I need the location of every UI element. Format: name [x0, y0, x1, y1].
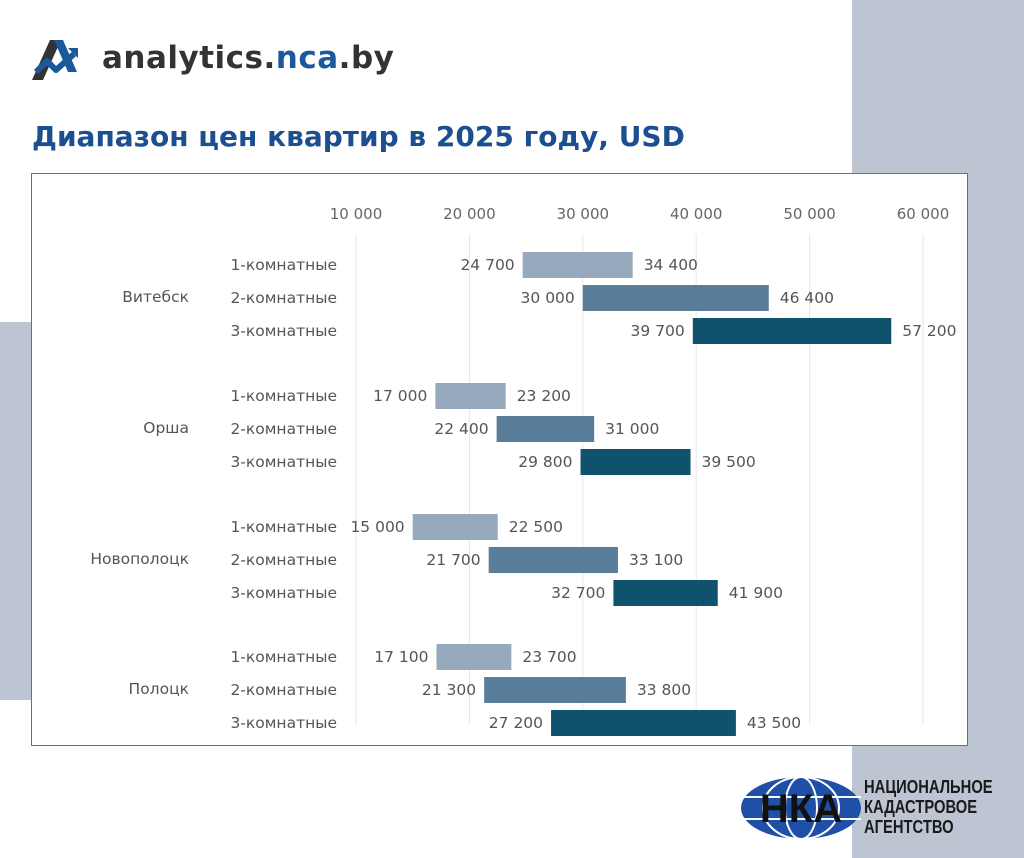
- range-min-label: 17 100: [374, 648, 428, 666]
- room-type-label: 1-комнатные: [230, 256, 337, 274]
- range-max-label: 33 100: [629, 551, 683, 569]
- x-tick-label: 40 000: [670, 205, 723, 223]
- range-bar: [484, 677, 626, 703]
- site-name: analytics.nca.by: [102, 40, 394, 76]
- range-max-label: 34 400: [644, 256, 698, 274]
- room-type-label: 2-комнатные: [230, 289, 337, 307]
- range-max-label: 46 400: [780, 289, 834, 307]
- room-type-label: 3-комнатные: [230, 322, 337, 340]
- city-label: Полоцк: [129, 680, 189, 698]
- agency-name-line3: АГЕНТСТВО: [864, 817, 954, 837]
- range-min-label: 21 300: [422, 681, 476, 699]
- range-bar: [522, 252, 633, 278]
- room-type-label: 3-комнатные: [230, 453, 337, 471]
- room-type-label: 3-комнатные: [230, 714, 337, 732]
- range-bar: [496, 416, 595, 442]
- nka-globe-icon: НКА: [741, 776, 861, 840]
- range-bar: [613, 580, 718, 606]
- x-tick-label: 50 000: [783, 205, 836, 223]
- range-bar: [692, 318, 892, 344]
- range-max-label: 33 800: [637, 681, 691, 699]
- city-label: Витебск: [122, 288, 189, 306]
- range-bar: [551, 710, 736, 736]
- range-max-label: 57 200: [902, 322, 956, 340]
- range-min-label: 27 200: [489, 714, 543, 732]
- room-type-label: 2-комнатные: [230, 551, 337, 569]
- x-tick-label: 10 000: [330, 205, 383, 223]
- x-tick-label: 60 000: [897, 205, 950, 223]
- decor-panel-left: [0, 322, 32, 700]
- range-bar: [488, 547, 618, 573]
- range-min-label: 29 800: [518, 453, 572, 471]
- range-min-label: 30 000: [521, 289, 575, 307]
- city-label: Орша: [143, 419, 189, 437]
- agency-name-line2: КАДАСТРОВОЕ: [864, 797, 978, 817]
- price-range-chart: 10 000 20 000 30 000 40 000 50 000 60 000 Вите…: [90, 205, 956, 736]
- range-min-label: 39 700: [631, 322, 685, 340]
- range-min-label: 32 700: [551, 584, 605, 602]
- room-type-label: 2-комнатные: [230, 420, 337, 438]
- analytics-logo-icon: [32, 40, 78, 80]
- chart-frame: 10 000 20 000 30 000 40 000 50 000 60 000 Вите…: [31, 173, 968, 746]
- x-tick-label: 20 000: [443, 205, 496, 223]
- range-min-label: 17 000: [373, 387, 427, 405]
- agency-name-line1: НАЦИОНАЛЬНОЕ: [864, 777, 993, 797]
- room-type-label: 3-комнатные: [230, 584, 337, 602]
- agency-logo-letters: НКА: [760, 787, 842, 831]
- range-bar: [582, 285, 769, 311]
- city-label: Новополоцк: [90, 550, 189, 568]
- room-type-label: 1-комнатные: [230, 648, 337, 666]
- range-max-label: 31 000: [605, 420, 659, 438]
- range-max-label: 23 200: [517, 387, 571, 405]
- range-max-label: 23 700: [522, 648, 576, 666]
- site-name-prefix: analytics.: [102, 40, 276, 76]
- range-min-label: 15 000: [350, 518, 404, 536]
- x-tick-label: 30 000: [557, 205, 610, 223]
- room-type-label: 1-комнатные: [230, 387, 337, 405]
- range-min-label: 21 700: [426, 551, 480, 569]
- range-bar: [435, 383, 506, 409]
- range-max-label: 43 500: [747, 714, 801, 732]
- chart-title: Диапазон цен квартир в 2025 году, USD: [32, 120, 685, 153]
- range-min-label: 22 400: [434, 420, 488, 438]
- site-name-accent: nca: [275, 40, 339, 76]
- range-bar: [580, 449, 691, 475]
- agency-name: НАЦИОНАЛЬНОЕ КАДАСТРОВОЕ АГЕНТСТВО: [864, 777, 995, 837]
- range-max-label: 22 500: [509, 518, 563, 536]
- range-max-label: 41 900: [729, 584, 783, 602]
- room-type-label: 1-комнатные: [230, 518, 337, 536]
- room-type-label: 2-комнатные: [230, 681, 337, 699]
- range-min-label: 24 700: [460, 256, 514, 274]
- range-bar: [436, 644, 512, 670]
- site-name-suffix: .by: [338, 40, 395, 76]
- range-bar: [412, 514, 498, 540]
- range-max-label: 39 500: [702, 453, 756, 471]
